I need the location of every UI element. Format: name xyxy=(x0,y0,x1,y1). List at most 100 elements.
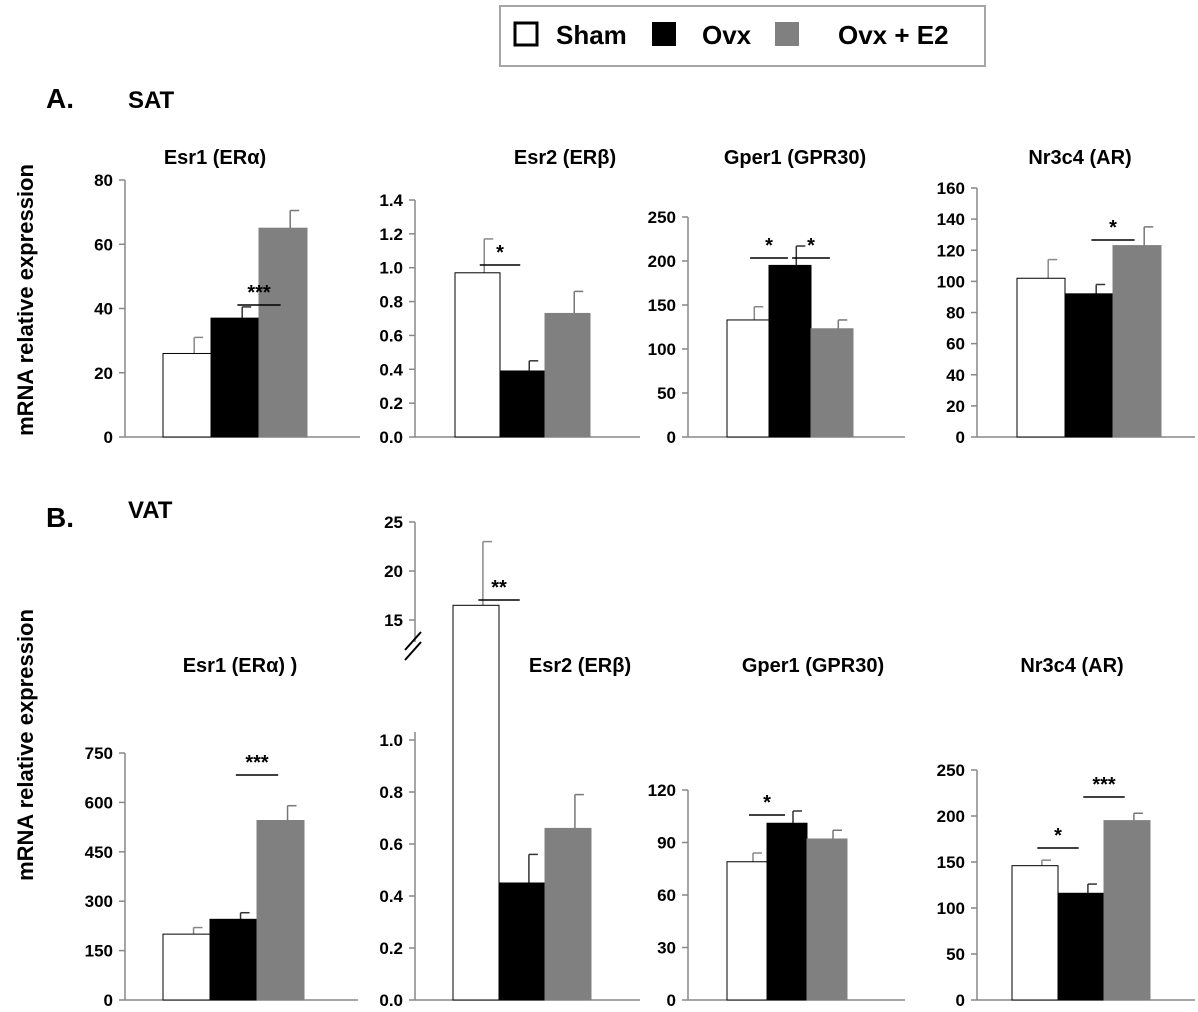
y-tick-label: 0.2 xyxy=(379,939,403,958)
significance-label: *** xyxy=(1092,774,1116,796)
y-tick-label: 450 xyxy=(85,843,113,862)
y-tick-label: 40 xyxy=(946,366,965,385)
legend-label-ovx-e2: Ovx + E2 xyxy=(838,20,949,50)
legend-box xyxy=(499,5,986,67)
panel-title: Nr3c4 (AR) xyxy=(1028,147,1131,169)
significance-label: * xyxy=(1109,217,1117,239)
y-tick-label: 150 xyxy=(937,853,965,872)
legend-swatch-sham xyxy=(513,21,539,47)
y-tick-label: 60 xyxy=(657,886,676,905)
y-tick-label: 1.0 xyxy=(379,731,403,750)
bar-ovx xyxy=(499,370,546,438)
bar-sham xyxy=(726,319,770,438)
y-tick-label: 0 xyxy=(667,428,676,447)
significance-label: * xyxy=(1054,825,1062,847)
significance-label: ** xyxy=(491,577,507,599)
bar-ovx xyxy=(498,882,546,1001)
bar-ovx-e2 xyxy=(544,312,591,438)
panel-title: Nr3c4 (AR) xyxy=(1020,655,1123,677)
significance-label: * xyxy=(496,242,504,264)
significance-label: *** xyxy=(245,752,269,774)
bar-ovx xyxy=(766,822,808,1001)
y-tick-label: 140 xyxy=(937,210,965,229)
y-tick-label: 1.0 xyxy=(379,259,403,278)
y-tick-label: 0 xyxy=(104,428,113,447)
y-tick-label: 30 xyxy=(657,939,676,958)
y-tick-label: 0.6 xyxy=(379,326,403,345)
y-tick-label: 0.2 xyxy=(379,394,403,413)
bar-ovx xyxy=(210,317,260,438)
bar-ovx xyxy=(1057,892,1105,1001)
y-tick-label: 1.2 xyxy=(379,225,403,244)
panel-title: Esr2 (ERβ) xyxy=(514,147,616,169)
y-tick-label: 0.0 xyxy=(379,991,403,1010)
y-tick-label: 160 xyxy=(937,179,965,198)
y-tick-label: 150 xyxy=(648,296,676,315)
panel-title: Esr1 (ERα) ) xyxy=(183,655,298,677)
bar-ovx-e2 xyxy=(544,827,592,1001)
y-tick-label: 40 xyxy=(94,300,113,319)
bar-ovx-e2 xyxy=(806,838,848,1001)
y-tick-label: 50 xyxy=(657,384,676,403)
y-tick-label: 0.4 xyxy=(379,360,403,379)
y-tick-label: 60 xyxy=(946,335,965,354)
bar-ovx-e2 xyxy=(810,328,854,438)
y-tick-label: 0 xyxy=(956,991,965,1010)
bar-sham xyxy=(454,272,501,438)
bar-ovx-e2 xyxy=(1112,245,1162,438)
significance-label: * xyxy=(765,235,773,257)
y-tick-label: 20 xyxy=(384,562,403,581)
panel-sat-nr3c4: Nr3c4 (AR) 0 20 40 60 80 100 120 140 160 * xyxy=(937,147,1195,447)
legend-label-ovx: Ovx xyxy=(702,20,752,50)
section-a-letter: A. xyxy=(46,83,74,114)
y-tick-label: 20 xyxy=(946,397,965,416)
axis-break-mark xyxy=(404,631,422,651)
significance-label: * xyxy=(807,235,815,257)
y-tick-label: 200 xyxy=(648,252,676,271)
y-tick-label: 80 xyxy=(946,304,965,323)
panel-sat-esr1: Esr1 (ERα) 0 20 40 60 80 *** xyxy=(94,147,360,447)
y-tick-label: 100 xyxy=(937,272,965,291)
y-tick-label: 20 xyxy=(94,364,113,383)
y-tick-label: 0.8 xyxy=(379,293,403,312)
axis-break-mark xyxy=(404,641,422,661)
y-tick-label: 0.0 xyxy=(379,428,403,447)
y-axis-label-sat: mRNA relative expression xyxy=(13,164,38,436)
y-tick-label: 80 xyxy=(94,171,113,190)
bar-sham xyxy=(162,933,211,1001)
section-a-name: SAT xyxy=(128,87,175,114)
panel-title: Esr2 (ERβ) xyxy=(529,655,631,677)
bar-sham xyxy=(726,861,768,1001)
y-tick-label: 25 xyxy=(384,513,403,532)
y-tick-label: 0 xyxy=(104,991,113,1010)
y-tick-label: 0 xyxy=(667,991,676,1010)
y-tick-label: 250 xyxy=(937,761,965,780)
y-tick-label: 600 xyxy=(85,793,113,812)
legend-swatch-ovx-e2 xyxy=(775,22,799,46)
bar-sham xyxy=(1011,865,1059,1001)
bar-sham xyxy=(1016,277,1066,438)
legend-swatch-ovx xyxy=(652,22,676,46)
panel-sat-esr2: Esr2 (ERβ) 0.0 0.2 0.4 0.6 0.8 1.0 1.2 1.4 * xyxy=(379,147,640,447)
bar-ovx xyxy=(1064,293,1114,438)
section-b-name: VAT xyxy=(128,497,173,524)
y-tick-label: 60 xyxy=(94,235,113,254)
y-tick-label: 750 xyxy=(85,744,113,763)
y-tick-label: 100 xyxy=(648,340,676,359)
bar-ovx xyxy=(768,264,812,438)
y-tick-label: 1.4 xyxy=(379,191,403,210)
legend: Sham Ovx Ovx + E2 xyxy=(499,5,986,67)
y-tick-label: 0.4 xyxy=(379,887,403,906)
y-tick-label: 0 xyxy=(956,428,965,447)
bar-sham xyxy=(162,352,212,438)
y-axis-label-vat: mRNA relative expression xyxy=(13,609,38,881)
section-b-letter: B. xyxy=(46,502,74,533)
significance-label: * xyxy=(763,792,771,814)
panel-title: Gper1 (GPR30) xyxy=(742,655,884,677)
bar-ovx-e2 xyxy=(256,820,305,1001)
y-tick-label: 50 xyxy=(946,945,965,964)
y-tick-label: 200 xyxy=(937,807,965,826)
y-tick-label: 0.8 xyxy=(379,783,403,802)
